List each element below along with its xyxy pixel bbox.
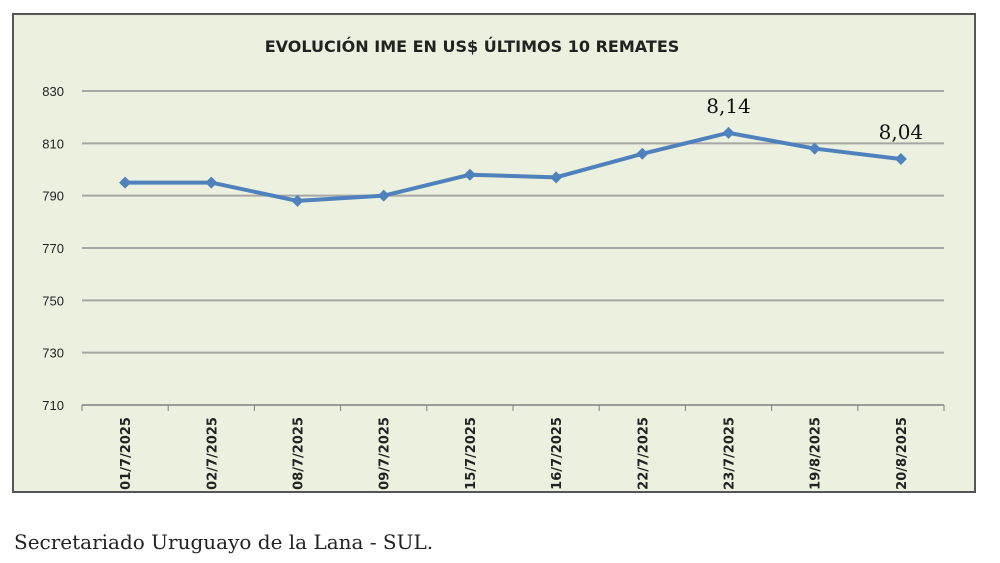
line-chart: EVOLUCIÓN IME EN US$ ÚLTIMOS 10 REMATES … bbox=[42, 37, 945, 490]
y-tick-label: 790 bbox=[42, 189, 64, 204]
grid-layer: 830 810 790 770 750 730 710 01/7/2025 02/7/2025 0… bbox=[42, 84, 945, 490]
series-line bbox=[125, 130, 902, 203]
data-point-marker bbox=[291, 194, 304, 207]
y-tick-label: 810 bbox=[42, 136, 64, 151]
label-layer: 8,14 8,04 bbox=[706, 94, 923, 144]
x-tick-label: 08/7/2025 bbox=[292, 417, 307, 490]
data-point-marker bbox=[636, 147, 649, 160]
data-point-marker bbox=[463, 168, 476, 181]
data-point-marker bbox=[722, 126, 735, 139]
y-tick-label: 710 bbox=[42, 398, 64, 413]
data-point-marker bbox=[894, 153, 907, 166]
x-tick-label: 19/8/2025 bbox=[809, 417, 824, 490]
x-tick-label: 09/7/2025 bbox=[378, 417, 393, 490]
x-tick-label: 15/7/2025 bbox=[464, 417, 479, 490]
data-point-marker bbox=[808, 142, 821, 155]
data-label: 8,04 bbox=[879, 120, 924, 144]
data-label: 8,14 bbox=[706, 94, 751, 118]
chart-title: EVOLUCIÓN IME EN US$ ÚLTIMOS 10 REMATES bbox=[265, 37, 680, 56]
source-caption: Secretariado Uruguayo de la Lana - SUL. bbox=[14, 530, 434, 554]
data-point-marker bbox=[119, 176, 132, 189]
chart-frame: EVOLUCIÓN IME EN US$ ÚLTIMOS 10 REMATES … bbox=[12, 13, 976, 493]
x-tick-label: 01/7/2025 bbox=[119, 417, 134, 490]
y-tick-label: 750 bbox=[42, 293, 64, 308]
x-tick-label: 02/7/2025 bbox=[205, 417, 220, 490]
data-point-marker bbox=[550, 171, 563, 184]
y-tick-label: 730 bbox=[42, 346, 64, 361]
series-layer bbox=[119, 126, 907, 207]
y-tick-label: 770 bbox=[42, 241, 64, 256]
y-tick-label: 830 bbox=[42, 84, 64, 99]
x-tick-label: 20/8/2025 bbox=[895, 417, 910, 490]
x-tick-label: 16/7/2025 bbox=[550, 417, 565, 490]
x-tick-label: 23/7/2025 bbox=[723, 417, 738, 490]
data-point-marker bbox=[205, 176, 218, 189]
data-point-marker bbox=[377, 189, 390, 202]
x-tick-label: 22/7/2025 bbox=[636, 417, 651, 490]
